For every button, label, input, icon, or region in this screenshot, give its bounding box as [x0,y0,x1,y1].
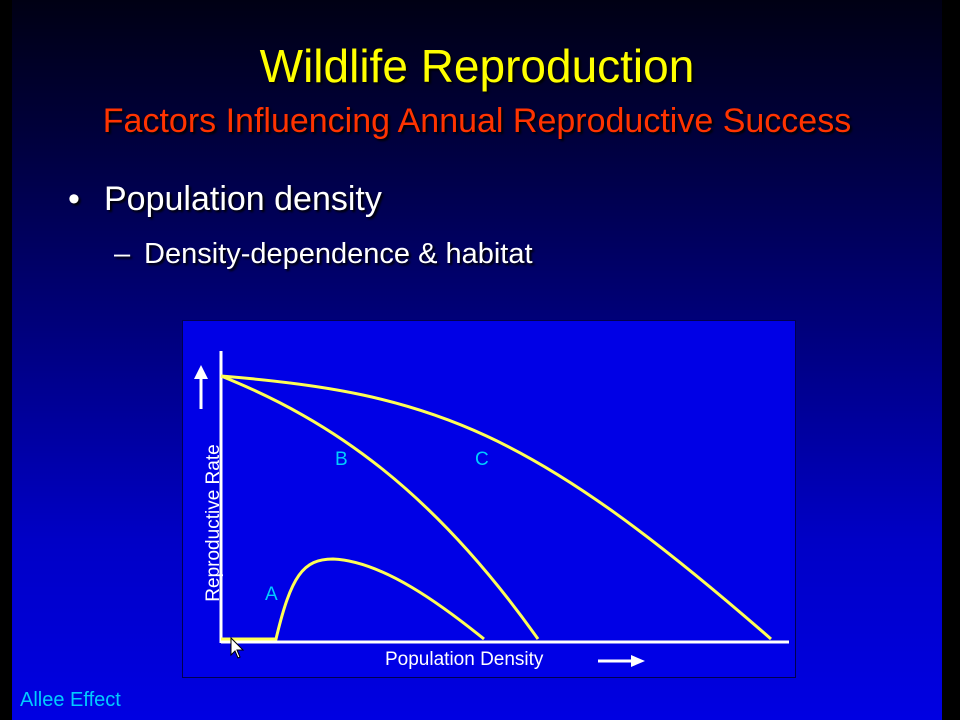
arrow-up-icon [194,365,208,409]
bullet-marker: • [68,180,80,218]
y-axis-label: Reproductive Rate [203,444,224,602]
bullet-item-level1: • Population density [68,178,382,220]
curve-label-b: B [335,449,348,470]
curve-c [220,374,772,641]
slide-subtitle: Factors Influencing Annual Reproductive … [102,102,852,140]
curve-label-c: C [475,449,489,470]
curve-b [220,374,540,640]
reproduction-diagram: Reproductive Rate Population Density A B… [182,320,796,678]
curve-label-a: A [265,584,278,605]
slide-title: Wildlife Reproduction [259,40,695,92]
mouse-pointer-icon [230,636,245,659]
bullet-text: Density-dependence & habitat [144,238,533,270]
curve-a [221,557,485,641]
bullet-marker: – [114,238,131,270]
x-axis-label: Population Density [385,649,544,670]
bullet-text: Population density [104,180,382,218]
arrow-right-icon [598,655,645,667]
bullet-item-level2: – Density-dependence & habitat [114,236,533,272]
slide: Wildlife Reproduction Factors Influencin… [12,0,942,720]
footer-note: Allee Effect [20,689,121,711]
diagram-canvas [194,351,789,667]
